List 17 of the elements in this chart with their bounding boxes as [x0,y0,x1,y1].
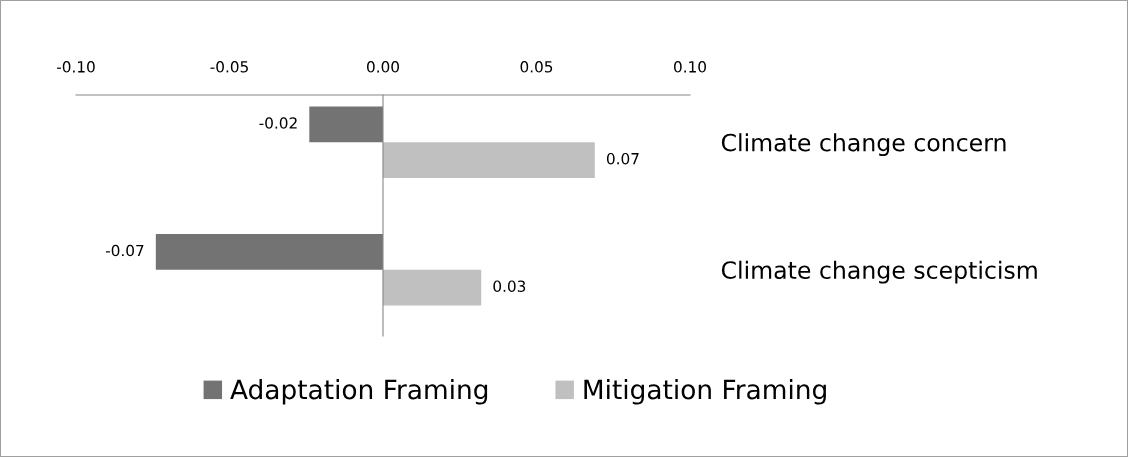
y-tick-label: Climate change concern [721,133,1006,157]
bar [383,269,482,306]
y-tick-label: Climate change scepticism [721,260,1037,284]
bar [383,142,595,178]
x-tick-label: -0.05 [210,61,248,73]
data-label: 0.07 [606,152,639,165]
x-tick-label: 0.10 [674,61,706,73]
legend-label: Adaptation Framing [230,379,488,405]
data-label: 0.03 [493,280,526,292]
bar [309,106,383,143]
x-tick-label: 0.05 [520,61,553,73]
x-tick-label: 0.00 [367,61,399,73]
data-label: -0.02 [259,117,297,129]
data-label: -0.07 [105,244,144,257]
bar [155,233,383,270]
x-tick-label: -0.10 [56,61,95,73]
legend-label: Mitigation Framing [584,379,826,405]
